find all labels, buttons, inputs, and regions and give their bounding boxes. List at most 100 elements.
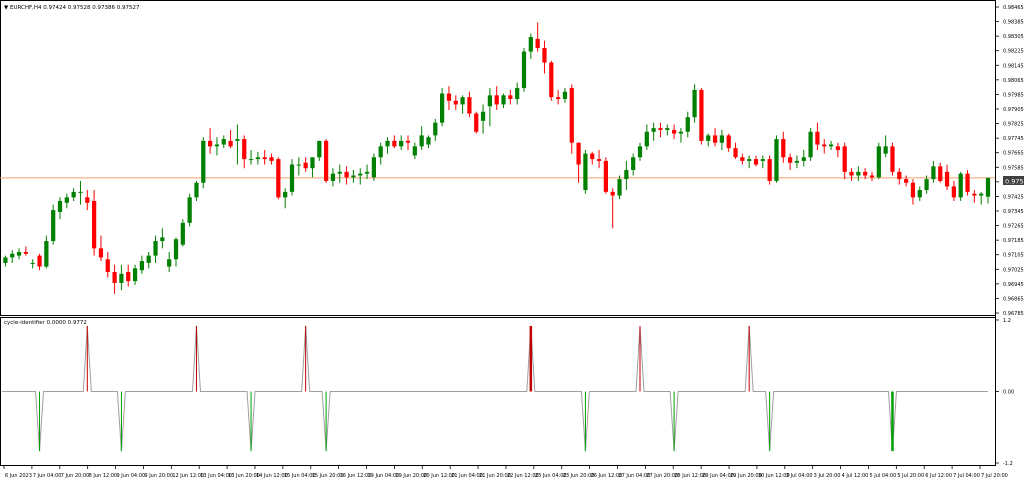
time-tick-label: 7 Jun 20:00 — [61, 473, 90, 479]
time-tick-label: 12 Jun 12:00 — [172, 473, 204, 479]
candle-body — [23, 251, 28, 254]
time-tick-label: 20 Jun 12:00 — [423, 473, 455, 479]
candle-body — [910, 182, 916, 198]
candle-body — [944, 171, 950, 187]
time-tick-label: 29 Jun 20:00 — [730, 473, 762, 479]
candle-body — [378, 146, 383, 158]
candle-body — [951, 186, 956, 198]
time-tick-label: 9 Jun 04:00 — [117, 473, 146, 479]
main-pane[interactable] — [0, 0, 996, 316]
time-tick-label: 21 Jun 20:00 — [479, 473, 511, 479]
candle-body — [480, 111, 486, 121]
candle-body — [972, 193, 977, 196]
candle-body — [160, 237, 165, 242]
cycle-identifier-line — [2, 325, 988, 452]
price-tick-label: 0.98385 — [1003, 20, 1024, 26]
candle-body — [344, 171, 349, 178]
candle-body — [139, 261, 144, 271]
candle-body — [44, 241, 49, 267]
time-tick-label: 13 Jun 20:00 — [228, 473, 260, 479]
candle-body — [235, 139, 240, 141]
price-tick-label: 0.97265 — [1003, 224, 1024, 230]
candle-body — [979, 193, 984, 196]
candle-body — [617, 179, 622, 196]
candle-body — [774, 139, 779, 181]
candle-body — [351, 175, 356, 178]
candle-body — [3, 257, 8, 263]
candle-body — [71, 191, 76, 198]
time-tick-label: 27 Jun 20:00 — [646, 473, 678, 479]
candle-body — [426, 137, 431, 145]
candle-body — [521, 51, 527, 89]
candle-body — [16, 251, 22, 256]
candle-body — [924, 179, 929, 191]
candle-body — [412, 146, 417, 156]
candle-body — [30, 262, 35, 264]
candle-body — [310, 157, 315, 169]
time-tick-label: 23 Jun 20:00 — [563, 473, 595, 479]
time-tick-label: 6 Jun 2023 — [5, 473, 32, 479]
price-tick-label: 0.97345 — [1003, 209, 1024, 215]
candle-body — [262, 157, 267, 160]
time-tick-label: 26 Jun 12:00 — [591, 473, 623, 479]
candle-body — [283, 191, 288, 198]
candle-body — [917, 190, 922, 198]
candle-body — [603, 160, 608, 192]
candle-body — [208, 140, 213, 147]
candle-body — [678, 131, 684, 134]
candle-body — [57, 200, 63, 212]
candle-body — [433, 122, 438, 136]
candle-body — [167, 259, 172, 267]
candle-body — [187, 197, 192, 223]
time-tick-label: 8 Jun 12:00 — [89, 473, 118, 479]
time-tick-label: 7 Jun 04:00 — [33, 473, 62, 479]
candle-body — [330, 173, 336, 181]
candle-body — [10, 253, 15, 258]
candle-body — [767, 159, 772, 181]
candle-body — [692, 89, 697, 118]
time-tick-label: 6 Jul 12:00 — [925, 473, 952, 479]
candle-body — [180, 222, 185, 245]
candle-body — [392, 140, 397, 147]
candle-body — [576, 142, 581, 165]
candle-body — [931, 166, 936, 180]
candle-body — [781, 139, 786, 158]
candle-body — [324, 140, 329, 181]
candle-body — [651, 128, 656, 132]
candle-body — [904, 179, 909, 183]
candle-body — [631, 157, 636, 171]
candle-body — [358, 173, 363, 176]
candles-group — [3, 22, 991, 294]
time-tick-label: 15 Jun 04:00 — [284, 473, 316, 479]
candle-body — [610, 191, 615, 196]
price-axis: 0.98465 0.98385 0.98305 0.98225 0.98145 0.980… — [995, 5, 1024, 317]
candle-body — [835, 146, 840, 150]
candle-body — [255, 157, 260, 160]
indicator-tick-label: 1.2 — [1003, 318, 1011, 324]
time-tick-label: 19 Jun 04:00 — [368, 473, 400, 479]
price-tick-label: 0.97905 — [1003, 107, 1024, 113]
price-tick-label: 0.98145 — [1003, 63, 1024, 69]
candle-body — [883, 146, 888, 154]
candle-body — [747, 159, 752, 161]
candle-body — [460, 97, 465, 105]
time-tick-label: 22 Jun 12:00 — [507, 473, 539, 479]
candle-body — [644, 131, 649, 147]
candle-body — [146, 255, 151, 263]
time-tick-label: 15 Jun 20:00 — [312, 473, 344, 479]
price-tick-label: 0.96785 — [1003, 311, 1024, 317]
time-tick-label: 7 Jul 04:00 — [953, 473, 980, 479]
candle-body — [364, 171, 370, 174]
candle-body — [303, 162, 308, 169]
indicator-tick-label: -1.2 — [1003, 461, 1013, 467]
candle-body — [446, 93, 452, 101]
candle-body — [706, 135, 711, 141]
candle-body — [405, 140, 411, 143]
candle-body — [385, 140, 390, 147]
candle-body — [132, 268, 138, 282]
candle-body — [317, 140, 322, 158]
candle-body — [242, 139, 247, 160]
candle-body — [214, 144, 220, 147]
candle-body — [37, 255, 42, 267]
